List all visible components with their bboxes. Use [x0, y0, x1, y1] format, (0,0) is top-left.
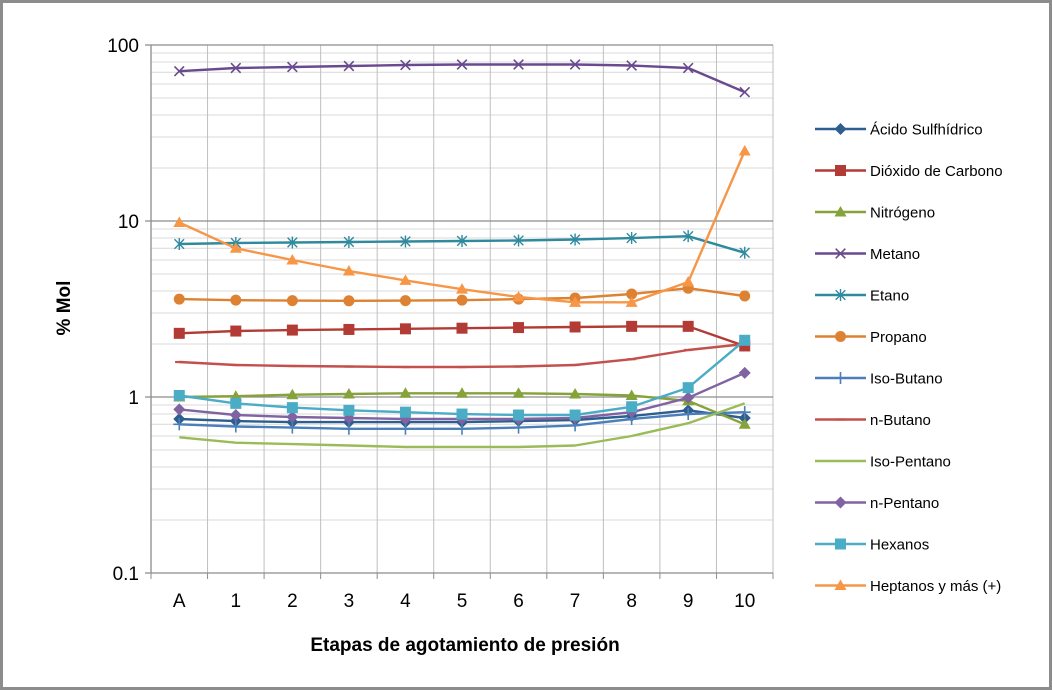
series-3 — [174, 60, 749, 97]
y-tick-labels: 0.1 1 10 100 — [107, 36, 139, 585]
legend-label: n-Pentano — [870, 495, 939, 512]
legend-item: n-Pentano — [815, 495, 939, 512]
legend-item: Etano — [815, 288, 909, 305]
data-point — [835, 165, 846, 176]
data-point — [835, 123, 847, 135]
data-point — [230, 398, 241, 409]
x-tick-label: 4 — [400, 591, 411, 612]
data-point — [570, 321, 581, 332]
data-point — [835, 497, 847, 509]
data-point — [457, 409, 468, 420]
series-1 — [174, 321, 750, 352]
data-point — [626, 321, 637, 332]
y-tick-label: 10 — [118, 212, 139, 233]
data-point — [343, 405, 354, 416]
series-10 — [174, 335, 750, 421]
x-tick-label: 7 — [570, 591, 581, 612]
data-point — [626, 401, 637, 412]
legend-label: Nitrógeno — [870, 205, 935, 222]
y-tick-label: 1 — [128, 388, 139, 409]
legend-label: Etano — [870, 288, 909, 305]
legend-label: Ácido Sulfhídrico — [870, 122, 983, 139]
legend-item: Dióxido de Carbono — [815, 163, 1003, 180]
x-tick-label: 9 — [683, 591, 694, 612]
x-tick-label: 10 — [734, 591, 755, 612]
data-point — [683, 382, 694, 393]
data-point — [173, 217, 185, 228]
legend-item: Hexanos — [815, 537, 929, 554]
data-point — [740, 87, 750, 97]
legend-label: Metano — [870, 246, 920, 263]
legend-label: Hexanos — [870, 537, 929, 554]
line-chart: 0.1 1 10 100 A 1 2 3 4 5 6 7 8 9 10 % Mol Etapas de a… — [3, 3, 1049, 687]
data-point — [739, 367, 751, 379]
legend-item: n-Butano — [815, 412, 931, 429]
series-7 — [175, 344, 749, 367]
data-point — [570, 410, 581, 421]
series-11 — [173, 145, 750, 307]
data-point — [174, 294, 185, 305]
grid — [145, 45, 773, 579]
x-tick-label: 1 — [231, 591, 242, 612]
data-point — [287, 325, 298, 336]
data-point — [174, 390, 185, 401]
legend-label: n-Butano — [870, 412, 931, 429]
legend-label: Propano — [870, 329, 927, 346]
legend-item: Propano — [815, 329, 927, 346]
data-point — [682, 276, 694, 287]
data-point — [835, 331, 846, 342]
x-tick-label: 2 — [287, 591, 298, 612]
legend: Ácido Sulfhídrico Dióxido de Carbono Nitró… — [815, 122, 1003, 596]
data-point — [174, 328, 185, 339]
data-point — [400, 295, 411, 306]
data-point — [457, 295, 468, 306]
data-point — [287, 402, 298, 413]
data-point — [513, 410, 524, 421]
legend-item: Iso-Butano — [815, 371, 943, 388]
legend-label: Iso-Butano — [870, 371, 943, 388]
data-point — [343, 295, 354, 306]
data-point — [513, 322, 524, 333]
legend-item: Nitrógeno — [815, 205, 935, 222]
data-point — [400, 407, 411, 418]
legend-label: Heptanos y más (+) — [870, 578, 1001, 595]
data-point — [230, 295, 241, 306]
legend-label: Iso-Pentano — [870, 454, 951, 471]
data-point — [400, 323, 411, 334]
data-point — [683, 321, 694, 332]
data-point — [230, 409, 242, 421]
series — [173, 60, 750, 447]
data-point — [739, 290, 750, 301]
legend-item: Ácido Sulfhídrico — [815, 122, 983, 139]
data-point — [835, 372, 847, 384]
y-tick-label: 0.1 — [113, 564, 139, 585]
x-tick-label: 5 — [457, 591, 468, 612]
x-tick-label: 3 — [344, 591, 355, 612]
data-point — [739, 335, 750, 346]
legend-item: Iso-Pentano — [815, 454, 951, 471]
x-tick-label: 8 — [626, 591, 637, 612]
x-tick-labels: A 1 2 3 4 5 6 7 8 9 10 — [173, 591, 755, 612]
data-point — [287, 295, 298, 306]
y-axis-title: % Mol — [54, 281, 75, 336]
data-point — [457, 323, 468, 334]
data-point — [835, 539, 846, 550]
legend-item: Heptanos y más (+) — [815, 578, 1001, 595]
data-point — [343, 324, 354, 335]
data-point — [230, 326, 241, 337]
x-tick-label: A — [173, 591, 186, 612]
legend-item: Metano — [815, 246, 920, 263]
x-axis-title: Etapas de agotamiento de presión — [310, 635, 619, 656]
data-point — [739, 145, 751, 156]
legend-label: Dióxido de Carbono — [870, 163, 1003, 180]
x-tick-label: 6 — [513, 591, 524, 612]
y-tick-label: 100 — [107, 36, 139, 57]
